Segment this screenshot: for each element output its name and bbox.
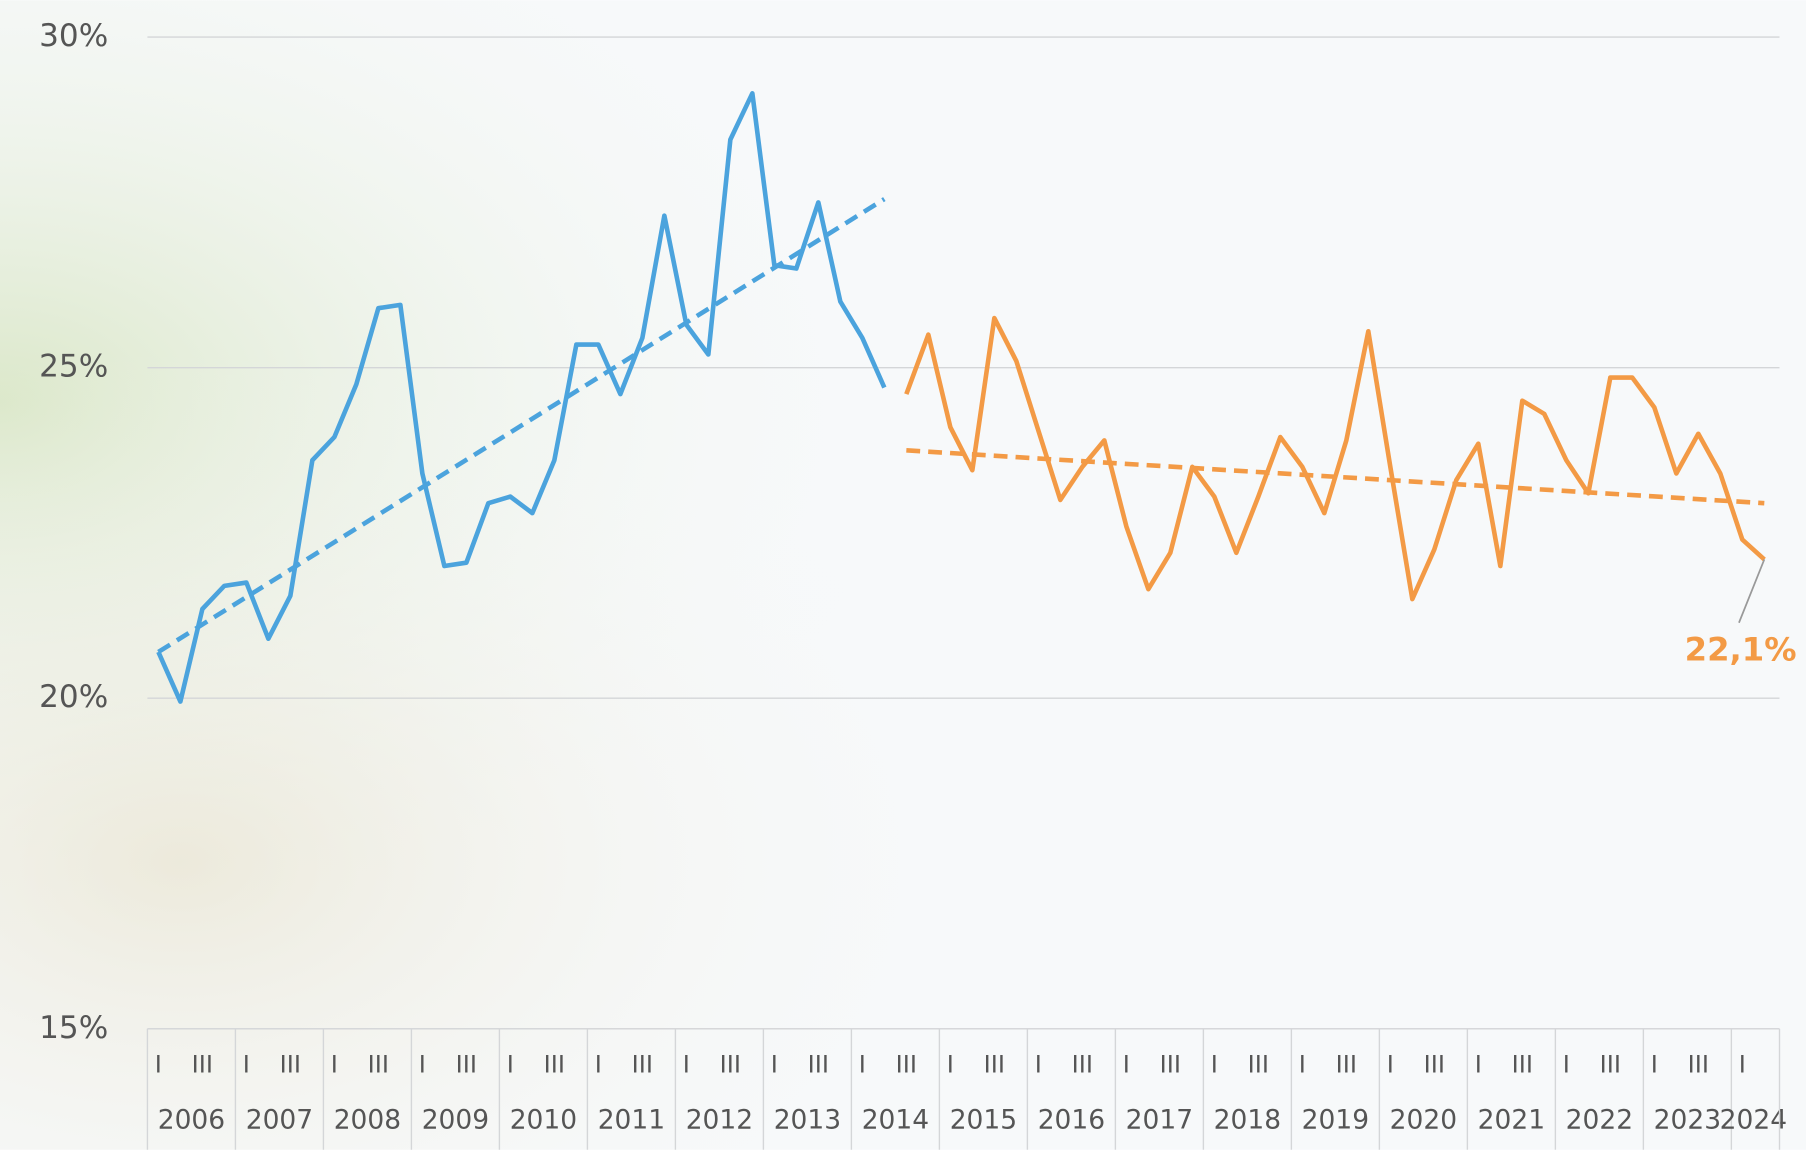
trend-line (157, 197, 886, 654)
quarter-label: III (1512, 1051, 1533, 1079)
quarter-label: I (1563, 1051, 1570, 1079)
year-label: 2013 (774, 1104, 841, 1135)
year-label: 2011 (598, 1104, 665, 1135)
y-tick-label: 25% (39, 349, 108, 385)
quarter-label: I (1651, 1051, 1658, 1079)
quarter-label: III (368, 1051, 389, 1079)
year-label: 2019 (1302, 1104, 1369, 1135)
quarter-label: I (947, 1051, 954, 1079)
quarter-label: III (984, 1051, 1005, 1079)
quarter-label: III (1072, 1051, 1093, 1079)
value-label: 22,1% (1685, 631, 1797, 669)
quarter-label: III (1248, 1051, 1269, 1079)
y-tick-label: 20% (39, 679, 108, 715)
year-label: 2016 (1038, 1104, 1105, 1135)
series-line (904, 315, 1766, 602)
quarter-label: I (507, 1051, 514, 1079)
quarter-label: I (243, 1051, 250, 1079)
quarter-label: I (771, 1051, 778, 1079)
y-tick-label: 15% (39, 1010, 108, 1046)
year-label: 2006 (158, 1104, 225, 1135)
quarter-label: I (1299, 1051, 1306, 1079)
quarter-label: I (1035, 1051, 1042, 1079)
year-label: 2014 (862, 1104, 929, 1135)
label-leader (1738, 559, 1766, 624)
quarter-label: III (1424, 1051, 1445, 1079)
year-label: 2015 (950, 1104, 1017, 1135)
quarter-label: III (1160, 1051, 1181, 1079)
year-label: 2023 (1654, 1104, 1721, 1135)
quarter-label: I (1211, 1051, 1218, 1079)
quarter-label: III (808, 1051, 829, 1079)
quarter-label: III (896, 1051, 917, 1079)
quarter-label: I (1739, 1051, 1746, 1079)
quarter-label: III (632, 1051, 653, 1079)
year-label: 2020 (1390, 1104, 1457, 1135)
quarter-label: I (683, 1051, 690, 1079)
quarter-label: III (1600, 1051, 1621, 1079)
quarter-label: III (544, 1051, 565, 1079)
y-tick-label: 30% (39, 18, 108, 54)
quarter-label: I (859, 1051, 866, 1079)
quarter-label: III (1336, 1051, 1357, 1079)
quarter-label: III (456, 1051, 477, 1079)
year-label: 2008 (334, 1104, 401, 1135)
year-label: 2012 (686, 1104, 753, 1135)
quarter-label: I (1123, 1051, 1130, 1079)
year-label: 2024 (1720, 1104, 1787, 1135)
quarter-label: III (192, 1051, 213, 1079)
quarter-label: III (1688, 1051, 1709, 1079)
trend-line (906, 448, 1765, 506)
quarter-label: I (331, 1051, 338, 1079)
quarter-label: III (280, 1051, 301, 1079)
quarter-label: I (1387, 1051, 1394, 1079)
quarter-label: III (720, 1051, 741, 1079)
year-label: 2010 (510, 1104, 577, 1135)
quarter-label: I (419, 1051, 426, 1079)
year-label: 2018 (1214, 1104, 1281, 1135)
quarter-label: I (1475, 1051, 1482, 1079)
year-label: 2009 (422, 1104, 489, 1135)
quarter-label: I (155, 1051, 162, 1079)
year-label: 2021 (1478, 1104, 1545, 1135)
series-line (156, 91, 887, 704)
year-label: 2022 (1566, 1104, 1633, 1135)
year-label: 2017 (1126, 1104, 1193, 1135)
year-label: 2007 (246, 1104, 313, 1135)
quarter-label: I (595, 1051, 602, 1079)
